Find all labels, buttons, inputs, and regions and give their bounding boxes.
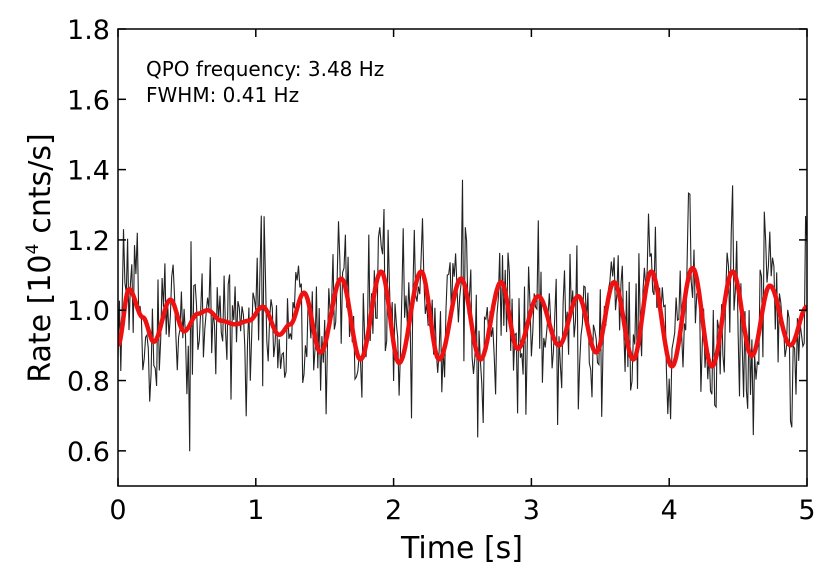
- qpo-model-series: [118, 265, 807, 369]
- y-axis-title-exponent: 4: [23, 244, 43, 255]
- x-tick-label: 2: [385, 495, 402, 526]
- y-tick-label: 0.8: [67, 367, 110, 398]
- annotation-fwhm: FWHM: 0.41 Hz: [146, 83, 299, 107]
- y-axis-title-prefix: Rate [10: [23, 254, 58, 382]
- y-tick-label: 1.8: [67, 15, 110, 46]
- y-tick-label: 1.0: [67, 296, 110, 327]
- y-tick-label: 0.6: [67, 437, 110, 468]
- annotation-qpo-frequency: QPO frequency: 3.48 Hz: [146, 57, 384, 81]
- x-tick-label: 4: [661, 495, 678, 526]
- x-tick-label: 1: [247, 495, 264, 526]
- y-tick-label: 1.4: [67, 156, 110, 187]
- x-tick-label: 0: [109, 495, 126, 526]
- x-tick-label: 5: [798, 495, 815, 526]
- x-axis-title: Time [s]: [400, 531, 523, 566]
- y-axis-title: Rate [104 cnts/s]: [23, 133, 58, 382]
- y-tick-label: 1.2: [67, 226, 110, 257]
- light-curve-series: [118, 179, 807, 452]
- plot-frame: [117, 28, 808, 487]
- x-tick-label: 3: [523, 495, 540, 526]
- y-tick-label: 1.6: [67, 85, 110, 116]
- y-axis-title-unit: cnts/s]: [23, 133, 58, 233]
